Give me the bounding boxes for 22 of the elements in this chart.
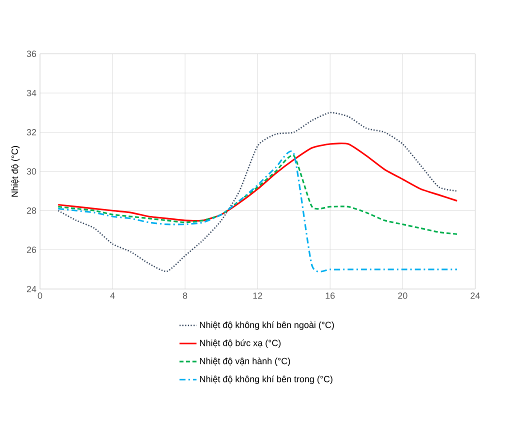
x-tick-label: 20 (398, 292, 408, 299)
x-tick-label: 0 (38, 292, 42, 299)
line-series (57, 112, 458, 272)
y-tick-label: 32 (26, 129, 36, 136)
x-tick-label: 4 (110, 292, 115, 299)
y-tick-label: 24 (26, 286, 36, 292)
legend-label: Nhiệt độ không khí bên trong (°C) (200, 376, 332, 384)
y-tick-label: 30 (26, 168, 36, 175)
line-series (57, 142, 458, 222)
x-tick-label: 16 (326, 292, 335, 299)
y-axis-title: Nhiệt độ (°C) (11, 146, 20, 197)
legend-label: Nhiệt độ vận hành (°C) (200, 358, 290, 366)
y-tick-label: 28 (26, 207, 36, 214)
x-tick-label: 8 (182, 292, 188, 299)
y-tick-label: 34 (26, 90, 36, 96)
x-tick-label: 12 (253, 292, 262, 299)
legend-label: Nhiệt độ không khí bên ngoài (°C) (200, 321, 334, 330)
line-series (57, 154, 458, 235)
y-tick-label: 36 (26, 50, 36, 58)
legend-label: Nhiệt độ bức xạ (°C) (200, 339, 281, 348)
x-tick-label: 24 (470, 292, 480, 299)
y-tick-label: 26 (26, 246, 36, 253)
